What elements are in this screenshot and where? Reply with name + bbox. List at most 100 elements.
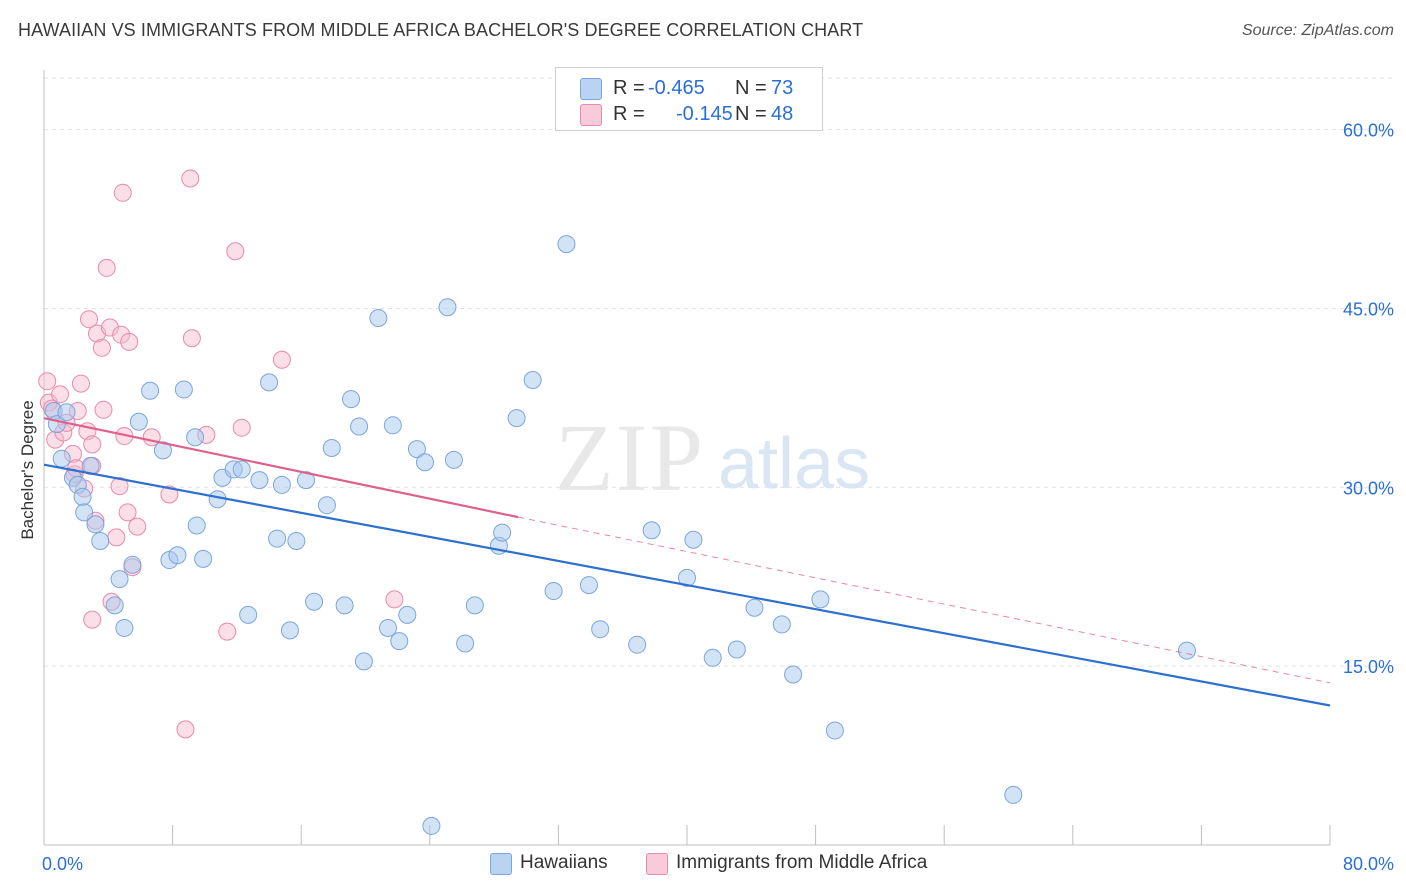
data-point-hawaiians: [684, 530, 703, 549]
legend-n-value: 48: [771, 103, 794, 125]
data-point-hawaiians: [784, 665, 803, 684]
bottom-legend-swatch-pink: [646, 853, 668, 875]
data-point-hawaiians: [415, 453, 434, 472]
data-point-hawaiians: [153, 441, 172, 460]
data-point-hawaiians: [369, 309, 388, 327]
tick-labels: 15.0% 30.0% 45.0% 60.0% 0.0% 80.0%: [42, 121, 1394, 874]
data-point-hawaiians: [444, 450, 463, 469]
data-point-hawaiians: [115, 619, 134, 637]
data-point-hawaiians: [250, 471, 269, 490]
bottom-legend-label: Hawaiians: [520, 852, 608, 873]
data-point-middle-africa: [118, 503, 137, 522]
data-point-hawaiians: [493, 523, 512, 542]
bottom-legend-label: Immigrants from Middle Africa: [676, 852, 928, 873]
data-point-hawaiians: [186, 428, 205, 447]
legend-r-value: -0.145: [676, 103, 733, 125]
data-point-hawaiians: [544, 582, 563, 601]
data-point-hawaiians: [1004, 785, 1023, 804]
data-point-hawaiians: [232, 460, 251, 479]
trend-line-middle-africa: [43, 417, 519, 519]
data-point-middle-africa: [128, 517, 147, 536]
data-point-middle-africa: [160, 485, 179, 504]
data-point-hawaiians: [305, 592, 324, 611]
data-point-middle-africa: [97, 258, 116, 277]
data-point-middle-africa: [51, 385, 70, 404]
data-point-middle-africa: [176, 720, 195, 739]
correlation-legend: R = -0.465 N = 73 R = -0.145 N = 48: [555, 67, 823, 131]
data-point-hawaiians: [422, 816, 441, 835]
watermark-atlas: atlas: [718, 424, 870, 504]
data-point-middle-africa: [226, 242, 245, 261]
data-point-middle-africa: [94, 400, 113, 419]
source-label: Source: ZipAtlas.com: [1241, 22, 1394, 39]
trend-line-middle-africa-extension: [518, 516, 1331, 684]
data-point-hawaiians: [579, 576, 598, 595]
data-point-middle-africa: [385, 590, 404, 609]
data-point-middle-africa: [232, 418, 251, 437]
watermark-zip: ZIP: [555, 404, 705, 511]
data-point-hawaiians: [465, 596, 484, 615]
data-point-hawaiians: [272, 475, 291, 494]
data-point-hawaiians: [591, 620, 610, 639]
data-point-hawaiians: [52, 449, 71, 468]
axes: [43, 70, 1331, 846]
data-point-middle-africa: [100, 318, 119, 337]
data-point-hawaiians: [354, 652, 373, 671]
data-point-hawaiians: [628, 635, 647, 654]
data-point-middle-africa: [80, 310, 99, 329]
data-point-hawaiians: [350, 417, 369, 436]
watermark: ZIP atlas: [555, 404, 870, 511]
data-point-middle-africa: [272, 350, 291, 369]
data-point-hawaiians: [260, 373, 279, 392]
data-point-hawaiians: [507, 409, 526, 428]
series-hawaiians-points: [44, 235, 1196, 835]
data-point-hawaiians: [268, 529, 287, 548]
data-point-middle-africa: [181, 169, 200, 188]
y-tick-label: 60.0%: [1343, 121, 1394, 141]
data-point-hawaiians: [727, 640, 746, 659]
data-point-hawaiians: [825, 721, 844, 740]
data-point-hawaiians: [110, 570, 129, 589]
data-point-hawaiians: [73, 487, 92, 506]
y-tick-label: 30.0%: [1343, 478, 1394, 498]
data-point-middle-africa: [107, 528, 126, 547]
data-point-middle-africa: [110, 477, 129, 496]
legend-r-label: R =: [613, 103, 645, 125]
bottom-legend-swatch-blue: [490, 853, 512, 875]
data-point-hawaiians: [342, 390, 361, 409]
data-point-hawaiians: [811, 590, 830, 609]
x-tick-label: 0.0%: [42, 854, 83, 874]
data-point-middle-africa: [83, 435, 102, 454]
data-point-hawaiians: [678, 568, 696, 587]
chart-title: HAWAIIAN VS IMMIGRANTS FROM MIDDLE AFRIC…: [18, 20, 864, 40]
data-point-hawaiians: [57, 403, 76, 422]
data-point-hawaiians: [772, 615, 791, 634]
data-point-middle-africa: [71, 374, 90, 393]
data-point-hawaiians: [456, 634, 475, 653]
data-point-middle-africa: [83, 610, 102, 629]
legend-swatch-pink: [580, 104, 602, 126]
legend-n-label: N =: [735, 103, 767, 125]
y-tick-label: 15.0%: [1343, 657, 1394, 677]
data-point-hawaiians: [407, 440, 426, 459]
legend-swatch-blue: [580, 78, 602, 100]
trend-lines: [43, 417, 1331, 707]
data-point-hawaiians: [703, 648, 722, 667]
data-point-hawaiians: [322, 438, 341, 457]
gridlines: [44, 77, 1394, 667]
data-point-hawaiians: [398, 605, 417, 624]
data-point-hawaiians: [105, 596, 124, 615]
data-point-hawaiians: [194, 549, 213, 568]
legend-n-label: N =: [735, 77, 767, 99]
data-point-hawaiians: [287, 531, 306, 550]
data-point-hawaiians: [75, 503, 94, 522]
data-point-hawaiians: [642, 521, 661, 540]
data-point-hawaiians: [91, 531, 110, 550]
legend-n-value: 73: [771, 77, 794, 99]
data-point-hawaiians: [239, 605, 258, 624]
data-point-hawaiians: [297, 471, 316, 490]
x-tick-label: 80.0%: [1343, 854, 1394, 874]
data-point-hawaiians: [141, 381, 160, 400]
data-point-middle-africa: [38, 372, 57, 391]
